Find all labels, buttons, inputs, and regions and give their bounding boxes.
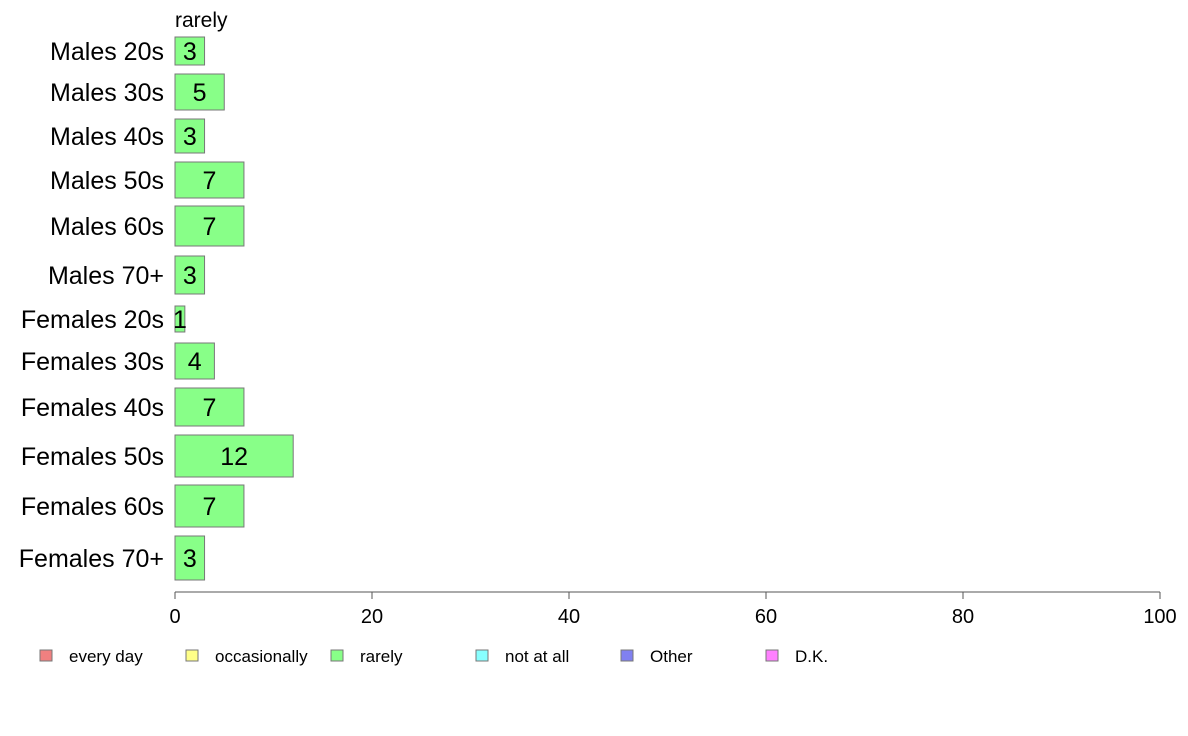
- x-tick-label: 80: [952, 606, 974, 628]
- bar-value-label: 3: [183, 262, 197, 290]
- legend-swatch: [39, 649, 53, 662]
- x-tick-label: 0: [169, 606, 180, 628]
- legend-label: not at all: [505, 647, 569, 666]
- x-tick-label: 20: [361, 606, 383, 628]
- x-axis: 0 20 40 60 80 100: [169, 591, 1177, 628]
- bar-value-label: 1: [173, 306, 187, 334]
- category-label: Females 60s: [21, 493, 164, 521]
- bar-value-label: 7: [203, 493, 217, 521]
- bar: [174, 118, 206, 154]
- bar: [174, 161, 245, 199]
- bar: [174, 484, 245, 528]
- series-header: rarely: [175, 9, 228, 32]
- bar: [174, 73, 225, 111]
- bar-value-label: 7: [203, 394, 217, 422]
- bar: [174, 36, 206, 66]
- bar: [174, 205, 245, 247]
- bar-value-label: 3: [183, 123, 197, 151]
- bar-value-label: 7: [203, 213, 217, 241]
- category-label: Females 50s: [21, 443, 164, 471]
- legend-swatch: [475, 649, 489, 662]
- bar-value-label: 4: [188, 348, 202, 376]
- category-label: Females 30s: [21, 348, 164, 376]
- category-label: Males 70+: [48, 262, 164, 290]
- legend-label: rarely: [360, 647, 403, 666]
- bar: [174, 255, 206, 295]
- legend-swatch: [330, 649, 344, 662]
- bar-value-label: 7: [203, 167, 217, 195]
- bar: [174, 434, 294, 478]
- x-tick-label: 60: [755, 606, 777, 628]
- bar: [174, 535, 206, 581]
- category-labels: Males 20s Males 30s Males 40s Males 50s Male…: [19, 38, 164, 573]
- category-label: Males 60s: [50, 213, 164, 241]
- legend: every day occasionally rarely not at all Oth…: [39, 647, 828, 666]
- legend-swatch: [765, 649, 779, 662]
- bar-value-label: 12: [220, 443, 248, 471]
- legend-label: occasionally: [215, 647, 308, 666]
- bar-value-label: 3: [183, 38, 197, 66]
- legend-label: every day: [69, 647, 143, 666]
- category-label: Males 50s: [50, 167, 164, 195]
- legend-label: Other: [650, 647, 693, 666]
- category-label: Males 30s: [50, 79, 164, 107]
- category-label: Males 40s: [50, 123, 164, 151]
- legend-swatch: [620, 649, 634, 662]
- legend-label: D.K.: [795, 647, 828, 666]
- bar-value-label: 3: [183, 545, 197, 573]
- category-label: Males 20s: [50, 38, 164, 66]
- category-label: Females 70+: [19, 545, 164, 573]
- bar: [174, 305, 186, 333]
- x-tick-label: 100: [1143, 606, 1176, 628]
- legend-swatch: [185, 649, 199, 662]
- bar: [174, 387, 245, 427]
- x-tick-label: 40: [558, 606, 580, 628]
- bar: [174, 342, 215, 380]
- bar-value-label: 5: [193, 79, 207, 107]
- category-label: Females 40s: [21, 394, 164, 422]
- category-label: Females 20s: [21, 306, 164, 334]
